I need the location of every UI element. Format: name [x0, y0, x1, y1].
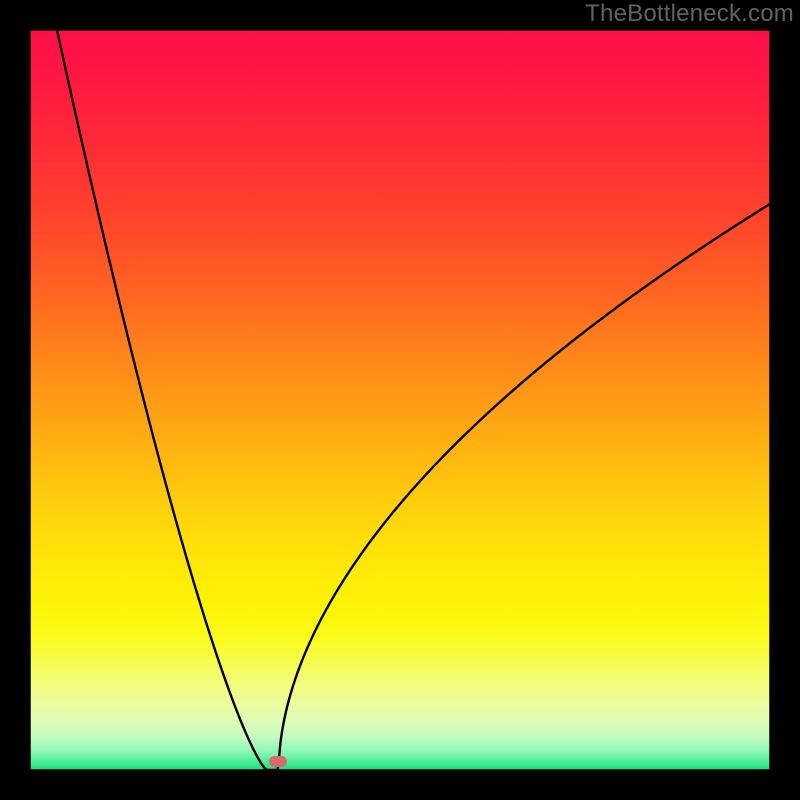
operating-point-marker	[269, 756, 287, 767]
bottleneck-chart	[0, 0, 800, 800]
watermark-text: TheBottleneck.com	[585, 0, 794, 28]
